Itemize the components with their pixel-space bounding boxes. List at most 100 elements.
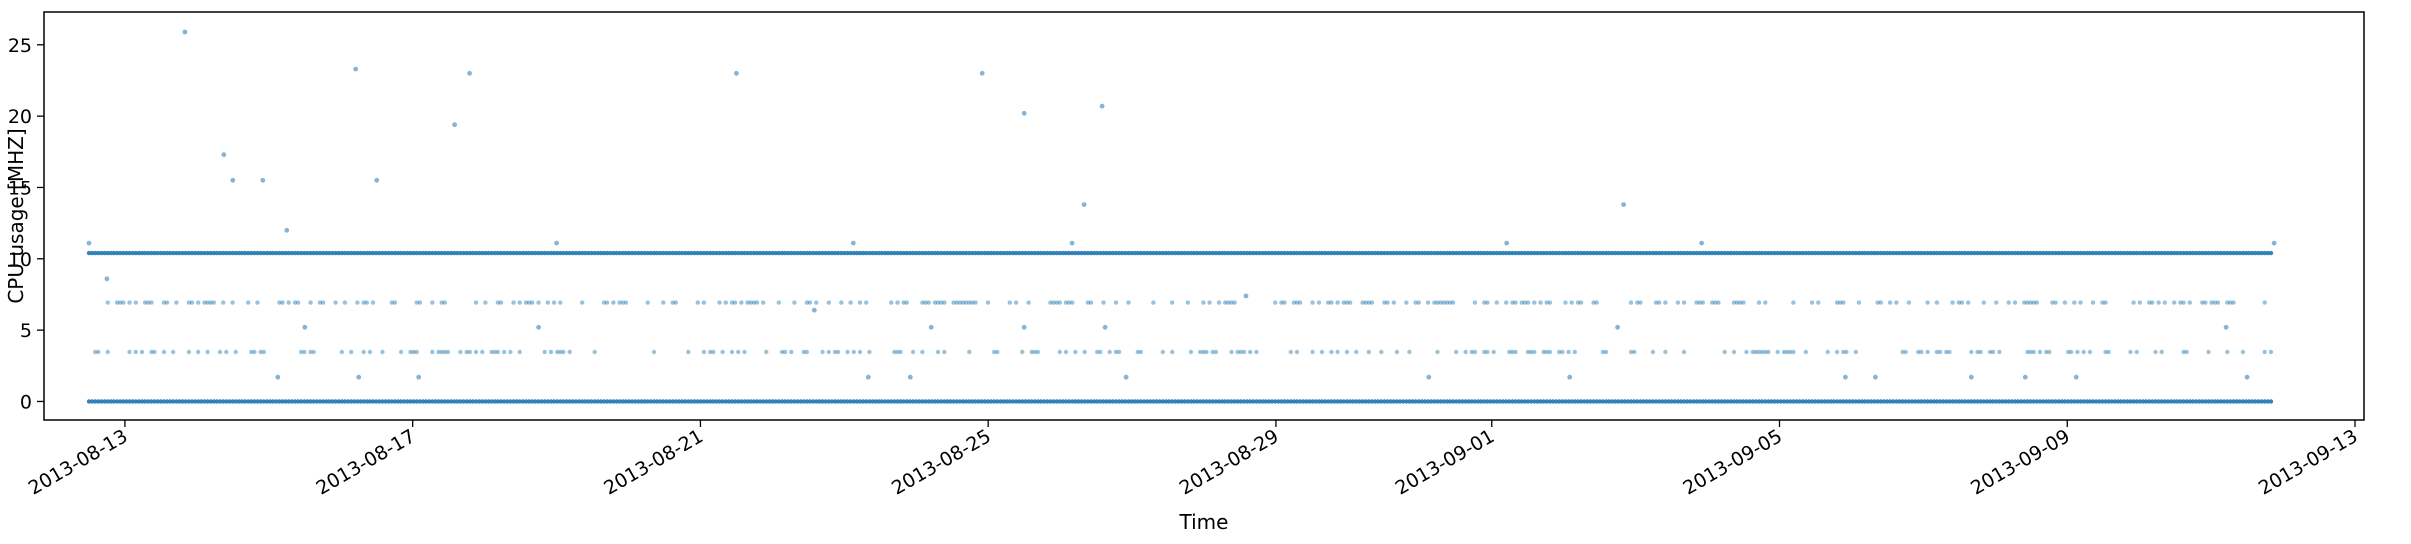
data-point (495, 399, 501, 404)
data-point (308, 349, 313, 355)
data-point (1223, 300, 1228, 305)
data-point (708, 399, 713, 404)
data-point (1382, 300, 1387, 305)
data-point (1507, 349, 1512, 355)
data-point (901, 399, 906, 404)
data-point (1148, 250, 1153, 256)
data-point (108, 250, 114, 256)
data-point (2100, 399, 2105, 404)
data-point (255, 250, 260, 256)
data-point (683, 399, 688, 404)
data-point (583, 250, 588, 256)
data-point (661, 250, 666, 256)
data-point (1891, 399, 1896, 404)
data-point (673, 250, 678, 256)
data-point (851, 250, 856, 256)
data-point (1628, 250, 1634, 256)
data-point (1269, 250, 1275, 256)
data-point (1179, 399, 1184, 404)
data-point (592, 250, 597, 256)
data-point (1335, 300, 1340, 305)
data-point (1816, 399, 1821, 404)
data-point (364, 300, 369, 305)
data-point (1747, 250, 1752, 256)
data-point (1710, 250, 1715, 256)
data-point (1987, 250, 1993, 256)
data-point (898, 349, 903, 355)
data-point (1638, 250, 1643, 256)
data-point (427, 399, 432, 404)
data-point (1238, 399, 1244, 404)
data-point (2206, 399, 2211, 404)
data-point (1978, 349, 1983, 355)
data-point (995, 399, 1000, 404)
data-point (910, 250, 916, 256)
y-tick-label: 0 (20, 391, 32, 413)
data-point (789, 349, 794, 355)
data-point (2162, 300, 2167, 305)
data-point (920, 399, 925, 404)
data-point (870, 399, 875, 404)
data-point (221, 152, 227, 158)
data-point (1525, 399, 1531, 404)
data-point (258, 349, 263, 355)
data-point (1332, 250, 1337, 256)
data-point (985, 399, 991, 404)
data-point (1307, 250, 1312, 256)
data-point (1513, 399, 1518, 404)
data-point (1091, 399, 1097, 404)
data-point (701, 399, 707, 404)
data-point (1641, 399, 1646, 404)
data-point (1887, 399, 1893, 404)
data-point (845, 349, 850, 355)
data-point (670, 300, 675, 305)
data-point (93, 399, 98, 404)
data-point (2262, 250, 2267, 256)
data-point (1660, 250, 1665, 256)
data-point (1166, 250, 1172, 256)
data-point (995, 250, 1000, 256)
data-point (1937, 250, 1943, 256)
outlier-points (86, 29, 2277, 380)
data-point (792, 399, 797, 404)
data-point (2221, 250, 2227, 256)
data-point (1082, 349, 1087, 355)
data-point (1244, 399, 1250, 404)
data-point (1060, 399, 1066, 404)
data-point (1507, 399, 1512, 404)
data-point (161, 250, 167, 256)
data-point (2009, 399, 2015, 404)
data-point (1282, 300, 1287, 305)
data-point (2087, 349, 2093, 355)
data-point (2159, 250, 2164, 256)
data-point (848, 250, 853, 256)
data-point (1962, 250, 1968, 256)
data-point (895, 399, 900, 404)
data-point (683, 250, 688, 256)
data-point (1607, 399, 1612, 404)
data-point (2025, 349, 2030, 355)
data-point (1916, 349, 1921, 355)
data-point (558, 300, 563, 305)
data-point (1185, 300, 1191, 305)
data-point (1956, 399, 1962, 404)
data-point (698, 250, 703, 256)
x-tick-label: 2013-08-21 (600, 425, 707, 499)
data-point (2200, 399, 2205, 404)
data-point (1853, 250, 1859, 256)
data-point (464, 349, 469, 355)
data-point (501, 349, 507, 355)
data-point (2268, 349, 2274, 355)
data-point (1516, 250, 1521, 256)
data-point (1906, 250, 1912, 256)
data-point (1085, 250, 1091, 256)
data-point (1291, 250, 1297, 256)
data-point (1032, 399, 1038, 404)
data-point (670, 399, 675, 404)
data-point (283, 399, 288, 404)
data-point (608, 399, 613, 404)
data-point (957, 250, 963, 256)
data-point (720, 349, 725, 355)
data-point (1572, 250, 1578, 256)
data-point (2168, 399, 2174, 404)
